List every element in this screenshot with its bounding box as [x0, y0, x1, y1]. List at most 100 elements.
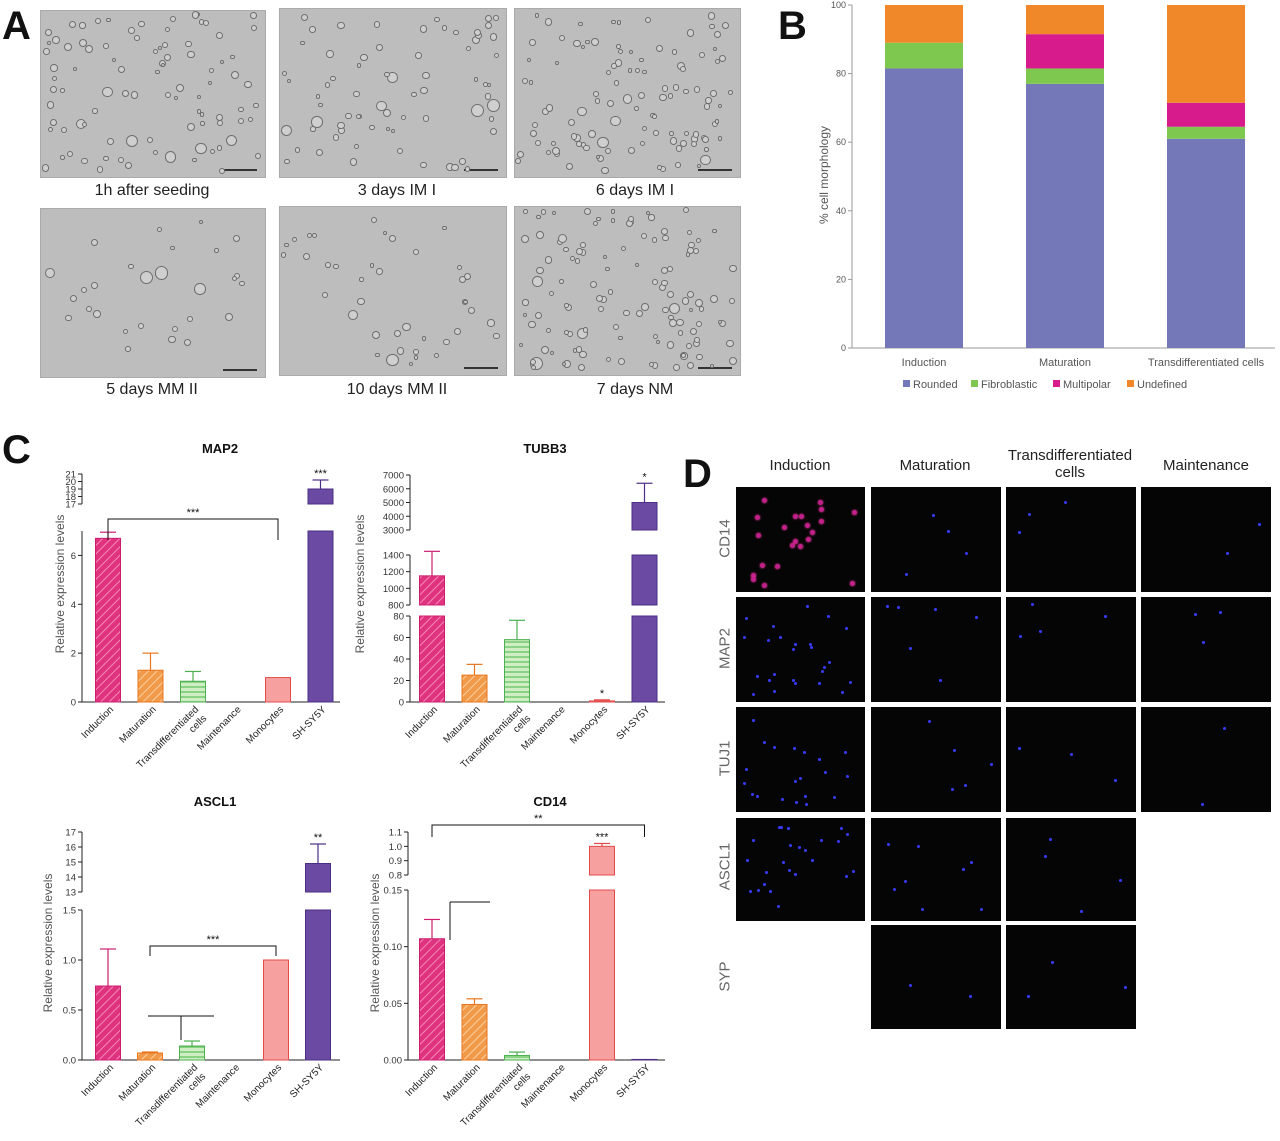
- cell: [421, 336, 427, 341]
- chart-ytick-label: 3000: [383, 526, 404, 537]
- cell-nucleus: [1064, 501, 1068, 505]
- cell-nucleus: [759, 563, 765, 569]
- cell: [300, 40, 305, 46]
- cell: [593, 91, 599, 98]
- cell: [618, 358, 626, 366]
- cell: [112, 57, 117, 63]
- chart-xtick-label: SH-SY5Y: [615, 704, 653, 742]
- cell-nucleus: [848, 681, 852, 685]
- cell: [634, 106, 639, 111]
- cell: [103, 43, 109, 49]
- cell-nucleus: [790, 543, 796, 549]
- cell: [717, 136, 723, 142]
- cell: [458, 276, 466, 284]
- cell: [696, 238, 702, 244]
- fluorescence-tile: [871, 925, 1001, 1029]
- cell: [226, 134, 238, 147]
- cell: [371, 331, 381, 340]
- cell-nucleus: [802, 751, 806, 755]
- chart-ytick-label: 1.0: [389, 842, 402, 853]
- cell-nucleus: [755, 533, 761, 539]
- cell: [570, 133, 578, 141]
- cell: [679, 65, 687, 73]
- cell: [652, 129, 659, 136]
- cell-nucleus: [846, 774, 850, 778]
- chart-b-legend-label: Multipolar: [1063, 379, 1111, 391]
- chart-bar: [589, 889, 615, 1061]
- cell-nucleus: [989, 763, 993, 767]
- cell: [610, 63, 617, 69]
- chart-ytick-label: 14: [65, 873, 76, 884]
- fluorescence-tile: [871, 707, 1001, 812]
- cell: [237, 117, 244, 124]
- cell-nucleus: [751, 572, 757, 578]
- caption-10d-mm2: 10 days MM II: [346, 381, 448, 398]
- cell: [388, 235, 397, 243]
- scale-bar: [698, 169, 732, 171]
- cell-nucleus: [805, 605, 809, 609]
- cell: [369, 263, 375, 269]
- chart-bar: [180, 680, 206, 703]
- cell-nucleus: [809, 643, 813, 647]
- cell: [702, 135, 710, 143]
- cell-nucleus: [786, 826, 790, 830]
- cell: [528, 80, 534, 85]
- chart-ytick-label: 0.00: [384, 1056, 403, 1067]
- cell: [534, 139, 542, 147]
- cell: [605, 266, 610, 272]
- chart-xtick-label: Maintenance: [519, 704, 568, 753]
- cell-nucleus: [851, 510, 857, 516]
- cell: [490, 127, 498, 135]
- cell: [615, 59, 623, 67]
- fluorescence-tile: [871, 818, 1001, 921]
- cell: [709, 363, 715, 369]
- cell: [396, 147, 404, 155]
- cell: [238, 106, 244, 113]
- cell: [575, 248, 583, 256]
- cell-nucleus: [946, 529, 950, 533]
- cell: [171, 326, 178, 333]
- chart-b-xtick-label: Maturation: [1039, 357, 1091, 369]
- cell-nucleus: [766, 638, 770, 642]
- cell-nucleus: [794, 801, 798, 804]
- cell-nucleus: [750, 793, 754, 797]
- cell-nucleus: [755, 794, 759, 798]
- cell: [529, 39, 536, 46]
- cell: [318, 102, 323, 108]
- cell: [545, 149, 552, 156]
- chart-ytick-label: 2: [71, 649, 76, 660]
- chart-significance-bracket: [149, 945, 277, 956]
- cell: [634, 67, 641, 74]
- cell-nucleus: [809, 530, 815, 536]
- cell: [727, 89, 733, 95]
- chart-ytick-label: 0: [399, 698, 404, 709]
- cell: [373, 21, 381, 29]
- chart-b-bar-segment: [1026, 5, 1104, 35]
- chart-ytick-label: 1200: [383, 567, 404, 578]
- cell: [651, 237, 658, 243]
- row-label-ascl1: ASCL1: [716, 842, 734, 891]
- cell: [728, 357, 737, 366]
- cell: [306, 232, 313, 239]
- cell-nucleus: [781, 861, 785, 865]
- cell: [714, 30, 722, 39]
- cell-nucleus: [965, 552, 969, 556]
- cell: [130, 91, 139, 99]
- cell: [79, 22, 86, 29]
- chart-b-legend-swatch: [903, 380, 910, 387]
- cell: [153, 48, 159, 54]
- cell: [175, 84, 184, 93]
- chart-xtick-label: Monocytes: [568, 1062, 610, 1104]
- cell: [627, 146, 635, 154]
- chart-ytick-label: 1.5: [63, 906, 76, 917]
- cell: [492, 332, 500, 340]
- cell: [287, 78, 292, 83]
- cell: [164, 26, 171, 33]
- cell-nucleus: [849, 581, 855, 587]
- cell: [635, 309, 644, 318]
- cell: [578, 363, 586, 371]
- chart-xtick-label: Maturation: [117, 1062, 158, 1103]
- cell-nucleus: [793, 514, 799, 520]
- cell-nucleus: [751, 838, 755, 842]
- cell: [117, 65, 125, 74]
